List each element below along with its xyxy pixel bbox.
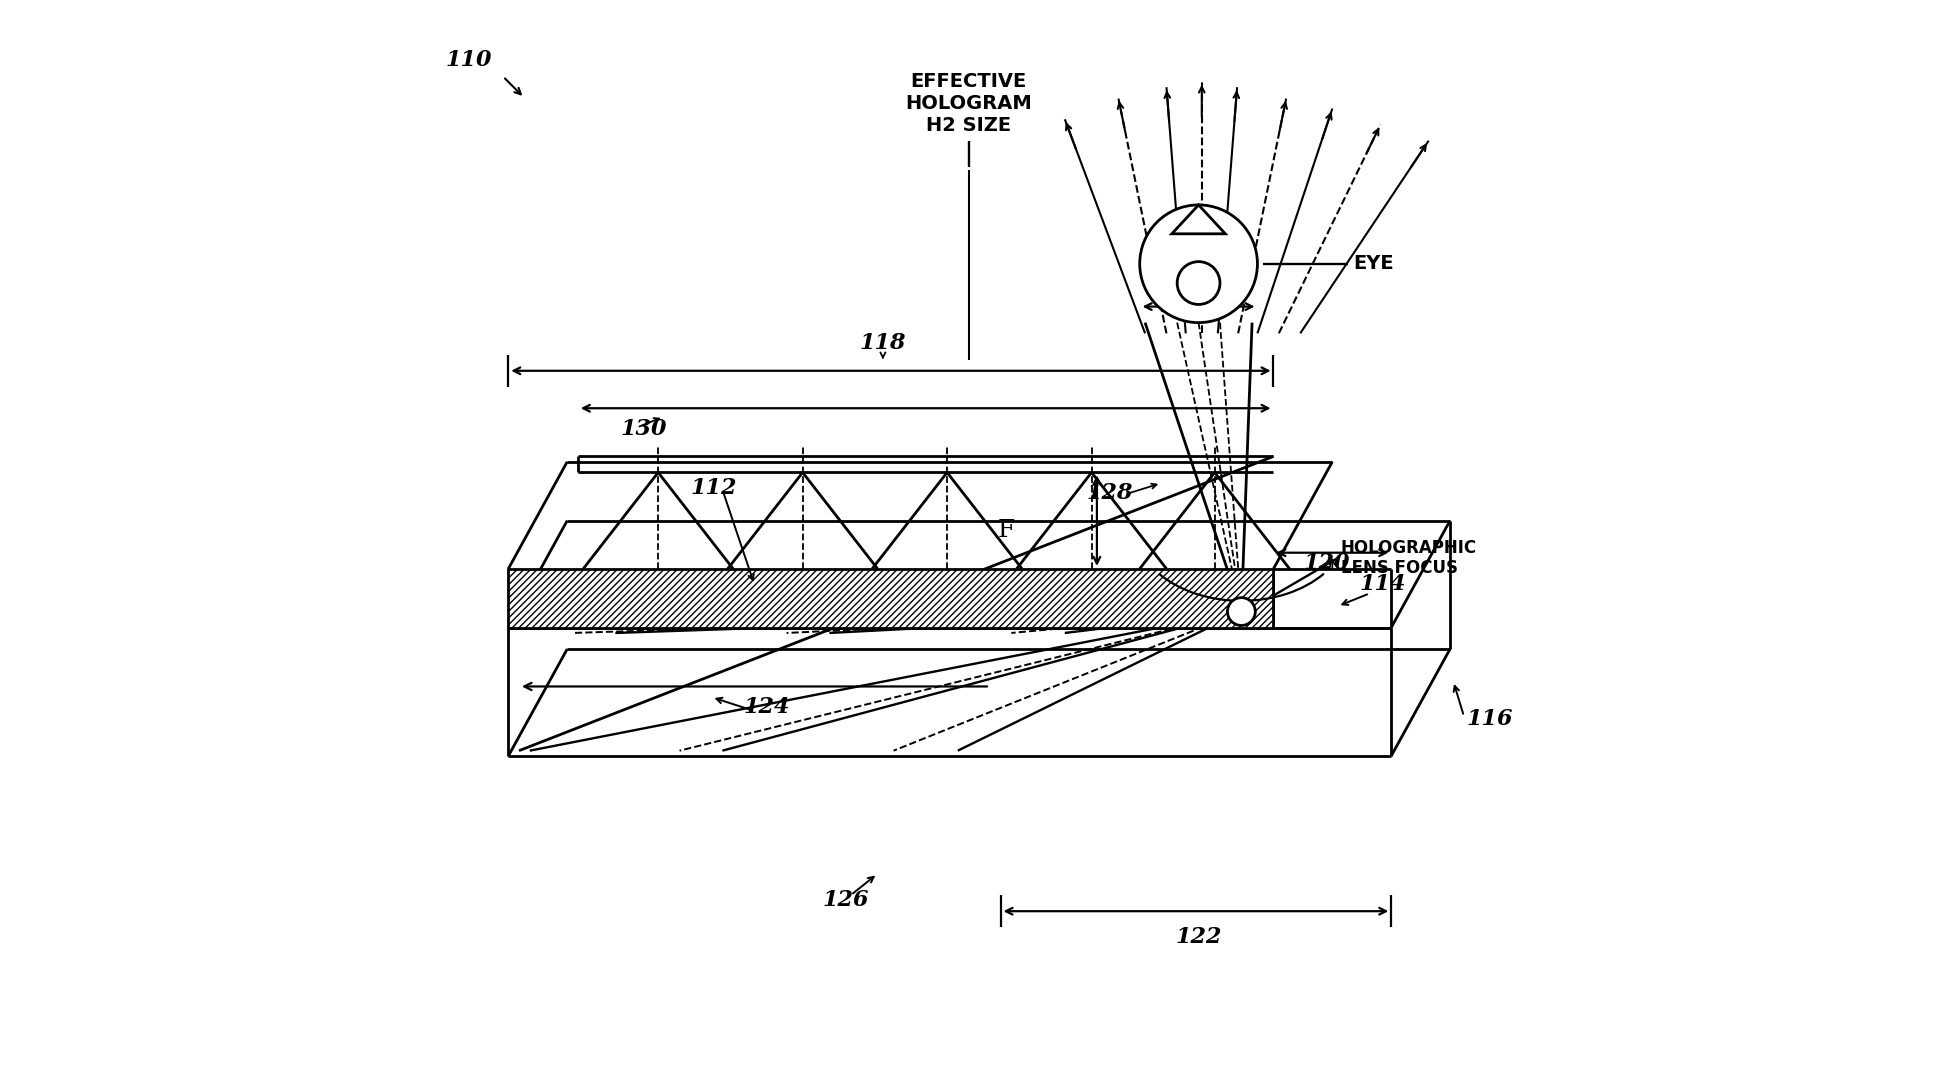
Text: 130: 130 [620, 418, 666, 440]
Text: 124: 124 [744, 696, 790, 719]
Text: 116: 116 [1466, 708, 1513, 730]
Text: 118: 118 [860, 333, 907, 354]
Text: F: F [998, 518, 1015, 542]
Text: 112: 112 [690, 477, 736, 499]
Circle shape [1228, 597, 1255, 625]
Text: EYE: EYE [1354, 255, 1395, 273]
Text: 122: 122 [1176, 927, 1222, 948]
Text: 120: 120 [1304, 552, 1350, 573]
Text: 128: 128 [1087, 482, 1133, 504]
Circle shape [1178, 261, 1220, 305]
Polygon shape [507, 569, 1273, 628]
Text: HOLOGRAPHIC
LENS FOCUS: HOLOGRAPHIC LENS FOCUS [1340, 539, 1478, 578]
Text: 110: 110 [446, 49, 492, 70]
Text: EFFECTIVE
HOLOGRAM
H2 SIZE: EFFECTIVE HOLOGRAM H2 SIZE [905, 73, 1032, 136]
Circle shape [1139, 205, 1257, 323]
Text: 114: 114 [1360, 573, 1406, 595]
Text: 126: 126 [821, 889, 868, 911]
